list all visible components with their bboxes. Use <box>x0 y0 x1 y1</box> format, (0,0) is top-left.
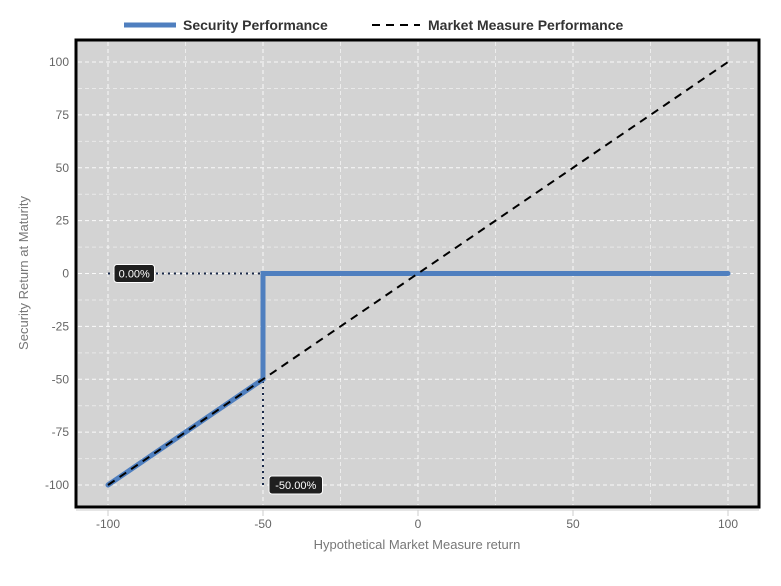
annotation-label: -50.00% <box>275 480 316 492</box>
legend: Security Performance Market Measure Perf… <box>124 17 624 33</box>
x-tick-label: 0 <box>415 517 422 531</box>
y-tick-label: 0 <box>62 267 69 281</box>
x-axis-ticks: -100 -50 0 50 100 <box>96 510 738 531</box>
annotations: 0.00% -50.00% <box>113 264 323 495</box>
x-tick-label: -100 <box>96 517 120 531</box>
y-tick-label: -50 <box>52 372 70 386</box>
y-tick-label: -25 <box>52 319 70 333</box>
legend-label-security: Security Performance <box>183 17 328 33</box>
annotation-badge <box>268 475 323 495</box>
legend-label-market: Market Measure Performance <box>428 17 624 33</box>
y-axis-ticks: 100 75 50 25 0 -25 -50 -75 -100 <box>45 55 69 492</box>
x-tick-label: 100 <box>718 517 738 531</box>
annotation-1: -50.00% <box>268 475 323 495</box>
x-axis-title: Hypothetical Market Measure return <box>314 537 521 552</box>
annotation-0: 0.00% <box>113 264 155 283</box>
grid <box>78 42 757 505</box>
annotation-label: 0.00% <box>119 269 150 281</box>
y-tick-label: -100 <box>45 478 69 492</box>
y-tick-label: 25 <box>56 214 70 228</box>
y-tick-label: -75 <box>52 425 70 439</box>
y-tick-label: 100 <box>49 55 69 69</box>
y-tick-label: 50 <box>56 161 70 175</box>
x-tick-label: -50 <box>254 517 272 531</box>
y-tick-label: 75 <box>56 108 70 122</box>
series-line-security <box>105 271 731 488</box>
series-lines <box>105 61 731 488</box>
y-axis-title: Security Return at Maturity <box>16 196 31 350</box>
annotation-badge <box>113 264 155 283</box>
x-tick-label: 50 <box>566 517 580 531</box>
